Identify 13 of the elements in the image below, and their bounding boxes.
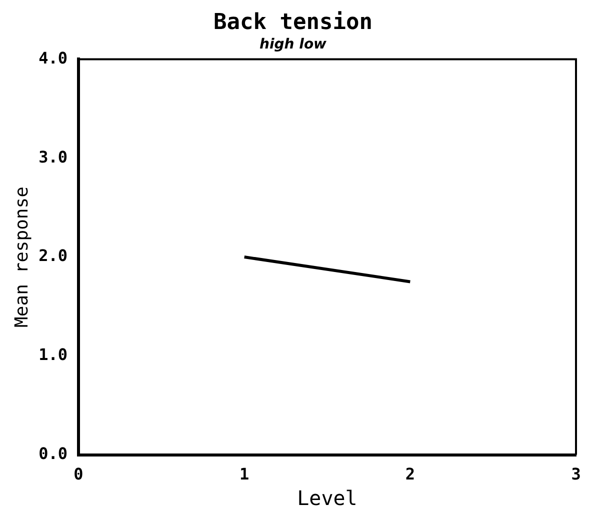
- x-axis-title: Level: [297, 486, 358, 510]
- y-axis-title: Mean response: [11, 186, 32, 328]
- x-tick-label: 0: [74, 464, 84, 484]
- y-tick-label: 1.0: [38, 345, 68, 364]
- y-tick-label: 3.0: [38, 147, 68, 166]
- y-tick-label: 4.0: [38, 48, 68, 68]
- x-tick-label: 2: [405, 464, 415, 484]
- y-tick-label: 0.0: [38, 444, 68, 463]
- x-tick-label: 1: [240, 464, 250, 484]
- chart-title: Back tension: [214, 10, 372, 35]
- x-tick-label: 3: [571, 464, 581, 484]
- chart-subtitle: high low: [260, 36, 327, 52]
- y-tick-label: 2.0: [38, 246, 68, 266]
